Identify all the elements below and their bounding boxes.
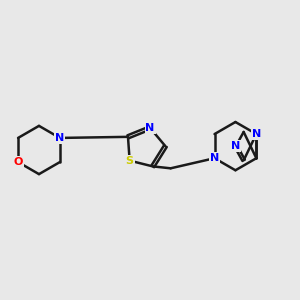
Text: N: N: [231, 141, 240, 151]
Text: S: S: [126, 156, 134, 166]
Text: O: O: [14, 157, 23, 167]
Text: N: N: [55, 133, 64, 143]
Text: N: N: [146, 123, 155, 133]
Text: N: N: [252, 129, 261, 139]
Text: N: N: [210, 153, 219, 163]
